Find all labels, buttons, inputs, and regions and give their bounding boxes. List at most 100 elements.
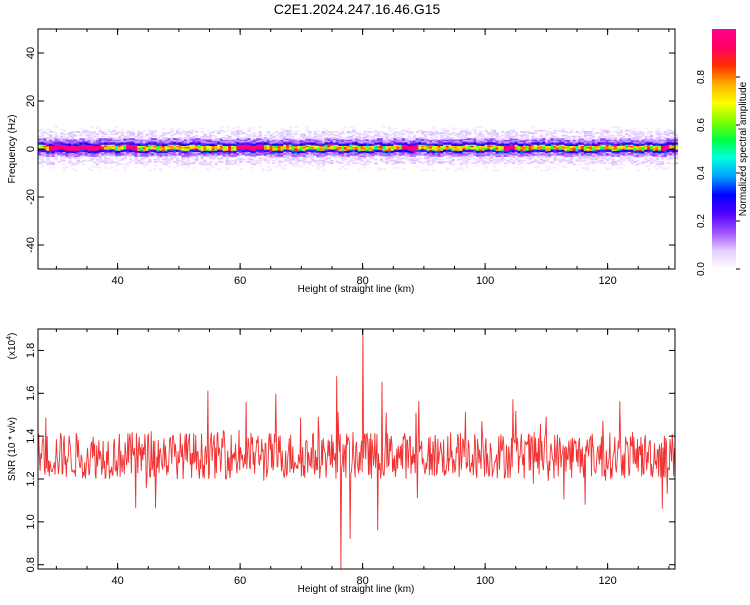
spectrogram-cell [143, 130, 146, 132]
spectrogram-cell [473, 130, 476, 132]
spectrogram-cell [96, 136, 99, 138]
spectrogram-cell [432, 169, 435, 171]
spectrogram-cell [661, 161, 664, 163]
spectrogram-cell [650, 131, 653, 133]
spectrogram-cell [74, 169, 77, 171]
spectrogram-cell [644, 127, 647, 129]
spectrogram-cell [220, 126, 223, 128]
spectrogram-cell [316, 168, 319, 170]
spectrogram-cell [322, 169, 325, 171]
spectrogram-cell [485, 166, 488, 168]
spectrogram-cell [55, 156, 58, 158]
spectrogram-cell [369, 161, 372, 163]
spectrogram-cell [104, 167, 107, 169]
spectrogram-cell [592, 136, 595, 138]
spectrogram-cell [427, 169, 430, 171]
spectrogram-cell [305, 167, 308, 169]
spectrogram-cell [628, 135, 631, 137]
spectrogram-cell [366, 133, 369, 135]
spectrogram-cell [531, 126, 534, 128]
spectrogram-cell [418, 157, 421, 159]
spectrogram-cell [636, 169, 639, 171]
spectrogram-cell [225, 126, 228, 128]
spectrogram-cell [148, 169, 151, 171]
spectrogram-cell [647, 165, 650, 167]
spectrogram-cell [115, 169, 118, 171]
spectrogram-cell [534, 159, 537, 161]
spectrogram-cell [272, 162, 275, 164]
spectrogram-cell [107, 157, 110, 159]
spectrogram-cell [620, 130, 623, 132]
spectrogram-cell [479, 131, 482, 133]
spectrogram-cell [148, 159, 151, 161]
spectrogram-cell [564, 166, 567, 168]
spectrogram-cell [515, 167, 518, 169]
spectrogram-cell [201, 127, 204, 129]
spectrogram-cell [553, 167, 556, 169]
spectrogram-cell [90, 126, 93, 128]
spectrogram-cell [55, 135, 58, 137]
spectrogram-cell [242, 159, 245, 161]
spectrogram-cell [451, 163, 454, 165]
spectrogram-cell [471, 156, 474, 158]
spectrogram-cell [239, 130, 242, 132]
spectrogram-cell [352, 127, 355, 129]
spectrogram-cell [96, 133, 99, 135]
spectrogram-cell [440, 159, 443, 161]
spectrogram-cell [460, 167, 463, 169]
spectrogram-cell [465, 127, 468, 129]
spectrogram-cell [592, 169, 595, 171]
spectrogram-cell [292, 136, 295, 138]
spectrogram-cell [493, 166, 496, 168]
spectrogram-cell [41, 163, 44, 165]
spectrogram-cell [311, 165, 314, 167]
spectrogram-cell [556, 163, 559, 165]
spectrogram-cell [399, 136, 402, 138]
spectrogram-cell [526, 135, 529, 137]
spectrogram-cell [66, 166, 69, 168]
spectrogram-cell [402, 133, 405, 135]
spectrogram-cell [201, 131, 204, 133]
spectrogram-cell [250, 127, 253, 129]
spectrogram-cell [603, 162, 606, 164]
spectrogram-cell [383, 126, 386, 128]
spectrogram-cell [236, 163, 239, 165]
spectrogram-cell [132, 132, 135, 134]
spectrogram-cell [93, 131, 96, 133]
spectrogram-cell [642, 132, 645, 134]
spectrogram-cell [154, 135, 157, 137]
spectrogram-cell [515, 137, 518, 139]
spectrogram-cell [168, 166, 171, 168]
spectrogram-cell [504, 165, 507, 167]
spectrogram-cell [358, 169, 361, 171]
spectrogram-cell [44, 131, 47, 133]
spectrogram-cell [220, 161, 223, 163]
spectrogram-cell [451, 137, 454, 139]
spectrogram-cell [374, 162, 377, 164]
spectrogram-cell [647, 168, 650, 170]
spectrogram-cell [341, 131, 344, 133]
spectrogram-cell [209, 161, 212, 163]
x-tick-label: 40 [112, 275, 124, 287]
spectrogram-cell [107, 129, 110, 131]
spectrogram-cell [289, 129, 292, 131]
spectrogram-cell [170, 130, 173, 132]
spectrogram-cell [617, 126, 620, 128]
spectrogram-cell [79, 135, 82, 137]
spectrogram-cell [52, 167, 55, 169]
spectrogram-cell [410, 131, 413, 133]
spectrogram-cell [231, 127, 234, 129]
spectrogram-cell [562, 127, 565, 129]
spectrogram-cell [622, 136, 625, 138]
spectrogram-cell [267, 162, 270, 164]
spectrogram-cell [584, 160, 587, 162]
spectrogram-cell [121, 131, 124, 133]
spectrogram-cell [600, 160, 603, 162]
spectrogram-cell [281, 127, 284, 129]
spectrogram-cell [479, 126, 482, 128]
spectrogram-cell [220, 157, 223, 159]
spectrogram-cell [394, 127, 397, 129]
spectrogram-cell [496, 132, 499, 134]
spectrogram-cell [212, 166, 215, 168]
